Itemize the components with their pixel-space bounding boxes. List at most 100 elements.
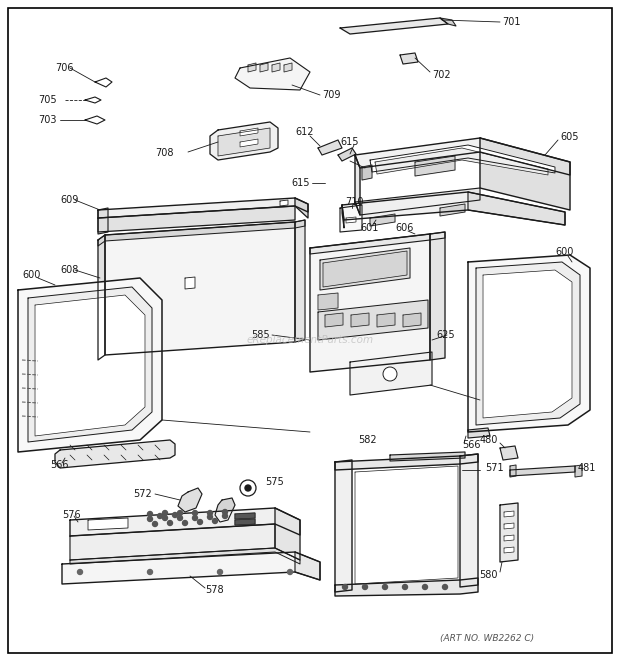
Text: 609: 609 xyxy=(60,195,78,205)
Polygon shape xyxy=(400,53,418,64)
Circle shape xyxy=(383,584,388,590)
Polygon shape xyxy=(575,465,582,477)
Polygon shape xyxy=(390,452,465,461)
Polygon shape xyxy=(95,78,112,87)
Circle shape xyxy=(78,570,82,574)
Circle shape xyxy=(177,516,182,520)
Circle shape xyxy=(363,584,368,590)
Polygon shape xyxy=(18,278,162,452)
Text: eReplacementParts.com: eReplacementParts.com xyxy=(246,335,374,345)
Circle shape xyxy=(223,514,228,518)
Text: 575: 575 xyxy=(265,477,284,487)
Text: 566: 566 xyxy=(50,460,68,470)
Polygon shape xyxy=(335,454,478,470)
Text: 606: 606 xyxy=(395,223,414,233)
Polygon shape xyxy=(480,138,570,210)
Circle shape xyxy=(148,516,153,522)
Circle shape xyxy=(245,485,251,491)
Circle shape xyxy=(148,570,153,574)
Polygon shape xyxy=(70,548,300,564)
Polygon shape xyxy=(70,508,300,536)
Circle shape xyxy=(422,584,428,590)
Polygon shape xyxy=(318,300,428,340)
Circle shape xyxy=(208,510,213,516)
Text: 566: 566 xyxy=(462,440,480,450)
Polygon shape xyxy=(440,18,456,26)
Text: 605: 605 xyxy=(560,132,578,142)
Polygon shape xyxy=(248,63,256,72)
Polygon shape xyxy=(88,518,128,530)
Text: 580: 580 xyxy=(479,570,498,580)
Polygon shape xyxy=(55,440,175,468)
Polygon shape xyxy=(98,208,108,234)
Polygon shape xyxy=(504,523,514,529)
Polygon shape xyxy=(340,205,362,232)
Polygon shape xyxy=(355,188,480,215)
Polygon shape xyxy=(504,547,514,553)
Polygon shape xyxy=(62,552,320,584)
Polygon shape xyxy=(430,232,445,360)
Text: 705: 705 xyxy=(38,95,56,105)
Polygon shape xyxy=(355,155,360,215)
Text: 585: 585 xyxy=(251,330,270,340)
Polygon shape xyxy=(98,206,295,232)
Polygon shape xyxy=(340,18,448,34)
Text: 600: 600 xyxy=(555,247,574,257)
Polygon shape xyxy=(235,519,255,525)
Polygon shape xyxy=(310,234,430,372)
Circle shape xyxy=(218,570,223,574)
Polygon shape xyxy=(362,165,372,180)
Polygon shape xyxy=(476,262,580,425)
Circle shape xyxy=(198,520,203,524)
Circle shape xyxy=(192,516,198,520)
Polygon shape xyxy=(98,235,105,360)
Polygon shape xyxy=(284,63,292,72)
Circle shape xyxy=(148,512,153,516)
Polygon shape xyxy=(504,511,514,517)
Polygon shape xyxy=(318,140,342,155)
Polygon shape xyxy=(28,287,152,442)
Polygon shape xyxy=(98,198,308,218)
Circle shape xyxy=(162,510,167,516)
Polygon shape xyxy=(185,277,195,289)
Text: 608: 608 xyxy=(60,265,78,275)
Polygon shape xyxy=(335,460,352,592)
Text: 615: 615 xyxy=(291,178,310,188)
Text: 702: 702 xyxy=(432,70,451,80)
Polygon shape xyxy=(510,465,516,477)
Polygon shape xyxy=(370,145,555,173)
Polygon shape xyxy=(375,148,548,175)
Polygon shape xyxy=(342,205,344,228)
Polygon shape xyxy=(85,97,101,103)
Circle shape xyxy=(402,584,407,590)
Polygon shape xyxy=(295,552,320,580)
Polygon shape xyxy=(210,122,278,160)
Polygon shape xyxy=(35,295,145,436)
Polygon shape xyxy=(105,222,295,355)
Circle shape xyxy=(213,518,218,524)
Circle shape xyxy=(157,514,162,518)
Polygon shape xyxy=(440,204,465,216)
Circle shape xyxy=(192,510,198,516)
Polygon shape xyxy=(310,232,445,254)
Text: 703: 703 xyxy=(38,115,56,125)
Polygon shape xyxy=(504,535,514,541)
Polygon shape xyxy=(260,63,268,72)
Text: 706: 706 xyxy=(55,63,74,73)
Circle shape xyxy=(153,522,157,527)
Circle shape xyxy=(342,584,347,590)
Text: 710: 710 xyxy=(345,197,363,207)
Text: 601: 601 xyxy=(360,223,378,233)
Circle shape xyxy=(383,367,397,381)
Text: 615: 615 xyxy=(340,137,358,147)
Text: 709: 709 xyxy=(322,90,340,100)
Text: 625: 625 xyxy=(436,330,455,340)
Polygon shape xyxy=(325,313,343,327)
Polygon shape xyxy=(355,466,458,584)
Polygon shape xyxy=(320,248,410,290)
Polygon shape xyxy=(403,313,421,327)
Text: 576: 576 xyxy=(62,510,81,520)
Polygon shape xyxy=(178,488,202,512)
Polygon shape xyxy=(350,352,432,395)
Polygon shape xyxy=(85,116,105,124)
